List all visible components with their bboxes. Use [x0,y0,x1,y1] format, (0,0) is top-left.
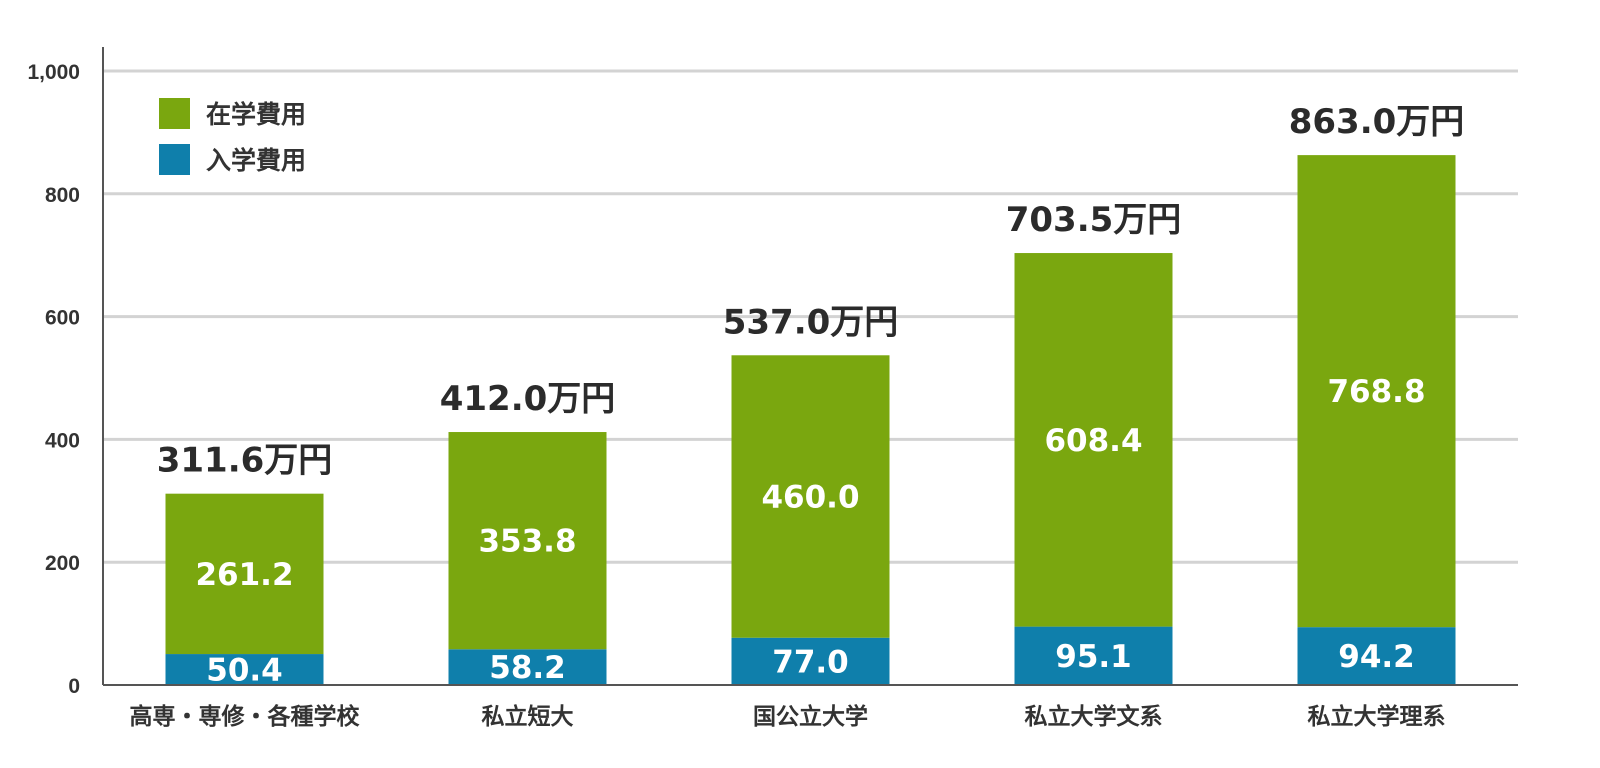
y-tick-label: 400 [45,429,80,452]
bar-value-label: 608.4 [1044,423,1142,459]
x-tick-label: 国公立大学 [753,703,868,730]
y-tick-label: 600 [45,307,80,330]
bar-total-label: 311.6万円 [157,441,333,481]
gridlines [103,69,1518,564]
bar-value-label: 77.0 [772,644,849,680]
bar-segment-nyugaku [448,649,607,685]
bar-segment-zaigaku [448,432,607,650]
bar-segment-zaigaku [165,493,324,655]
bar-segment-nyugaku [731,637,890,685]
bar-total-label: 537.0万円 [723,302,899,342]
bar-total-label: 863.0万円 [1289,102,1465,142]
bar-segment-nyugaku [1297,627,1456,685]
y-axis: 0 200 400 600 800 1,000 [27,47,104,698]
bar-segment-nyugaku [165,654,324,685]
legend-swatch [159,144,190,175]
y-tick-label: 0 [68,675,80,698]
y-tick-label: 200 [45,552,80,575]
bars: 50.4 261.2 311.6万円 58.2 353.8 412.0万円 77.0 460.… [157,102,1465,688]
bar-segment-nyugaku [1014,626,1173,685]
bar-value-label: 353.8 [478,524,576,560]
x-tick-label: 私立大学文系 [1025,703,1163,730]
x-axis: 高専・専修・各種学校 私立短大 国公立大学 私立大学文系 私立大学理系 [103,684,1518,730]
bar-value-label: 768.8 [1327,374,1425,410]
bar-value-label: 94.2 [1338,639,1415,675]
legend-label: 入学費用 [206,146,306,175]
bar-segment-zaigaku [1297,155,1456,628]
x-tick-label: 高専・専修・各種学校 [130,703,361,730]
x-tick-label: 私立大学理系 [1308,703,1446,730]
legend-swatch [159,98,190,129]
bar-segment-zaigaku [1014,253,1173,627]
bar-total-label: 703.5万円 [1006,200,1182,240]
y-tick-label: 800 [45,184,80,207]
bar-value-label: 261.2 [195,557,293,593]
bar-value-label: 460.0 [761,480,859,516]
y-tick-label: 1,000 [27,61,80,84]
bar-value-label: 95.1 [1055,639,1132,675]
x-tick-label: 私立短大 [482,703,574,730]
legend-label: 在学費用 [206,100,306,129]
bar-value-label: 58.2 [489,650,566,686]
bar-segment-zaigaku [731,355,890,638]
bar-total-label: 412.0万円 [440,379,616,419]
bar-value-label: 50.4 [206,653,283,689]
